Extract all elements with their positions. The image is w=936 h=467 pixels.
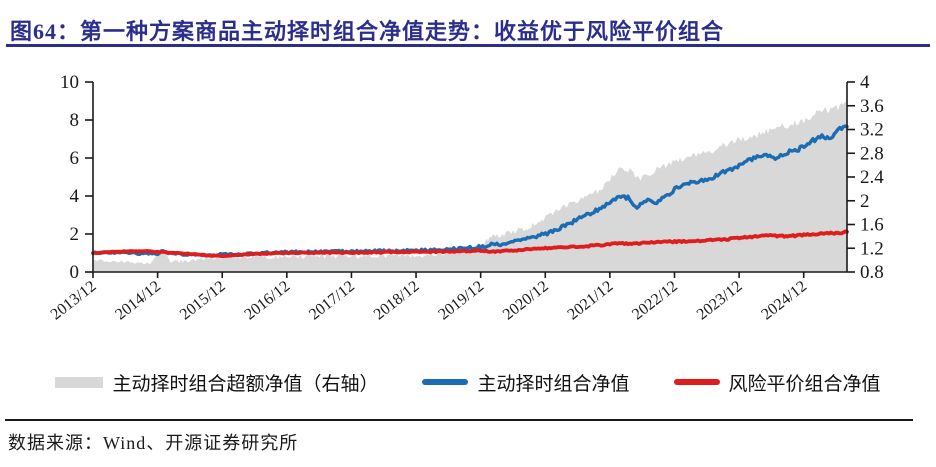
x-tick-label: 2018/12 [371,278,423,324]
left-tick-label: 4 [70,186,80,207]
excess-area-series [93,101,847,272]
x-tick-label: 2022/12 [629,278,681,324]
right-tick-label: 2.8 [860,143,884,164]
chart-area: 0 2 4 6 8 10 0.8 1.2 1.6 2 2.4 2.8 3.2 3.6 4 2013/12 201… [0,50,936,362]
right-tick-label: 0.8 [860,262,884,283]
x-tick-label: 2016/12 [241,278,293,324]
x-tick-label: 2013/12 [48,278,100,324]
figure-title: 图64：第一种方案商品主动择时组合净值走势：收益优于风险平价组合 [10,19,725,44]
excess-area-swatch-icon [55,376,104,388]
left-tick-label: 2 [70,224,80,245]
x-tick-label: 2019/12 [435,278,487,324]
risk-parity-line-series [91,229,849,259]
right-tick-label: 2.4 [860,167,884,188]
x-tick-label: 2014/12 [112,278,164,324]
x-tick-label: 2024/12 [758,278,810,324]
net-value-chart: 0 2 4 6 8 10 0.8 1.21.6 2 2.4 2.83.2 3.6 4 2013/12 201… [48,72,885,324]
right-tick-label: 3.6 [860,96,884,117]
x-tick-label: 2021/12 [565,278,617,324]
data-source: 数据来源：Wind、开源证券研究所 [8,433,299,453]
legend-label: 主动择时组合超额净值（右轴） [112,373,379,395]
left-tick-label: 10 [60,72,79,93]
active-line-swatch-icon [422,379,469,385]
source-divider [5,419,913,421]
right-tick-label: 1.2 [860,238,884,259]
x-tick-label: 2020/12 [500,278,552,324]
legend-item-excess: 主动择时组合超额净值（右轴） [55,369,378,396]
legend-item-active: 主动择时组合净值 [422,369,630,396]
title-rule [6,44,930,47]
x-tick-label: 2023/12 [694,278,746,324]
chart-legend: 主动择时组合超额净值（右轴） 主动择时组合净值 风险平价组合净值 [0,366,936,398]
x-tick-label: 2015/12 [177,278,229,324]
right-tick-label: 1.6 [860,215,884,236]
left-tick-label: 6 [70,148,80,169]
right-tick-label: 2 [860,191,870,212]
legend-item-risk-parity: 风险平价组合净值 [673,369,881,396]
left-tick-label: 0 [70,262,80,283]
left-tick-label: 8 [70,110,80,131]
legend-label: 主动择时组合净值 [477,373,630,395]
risk-parity-swatch-icon [673,379,720,385]
right-tick-label: 3.2 [860,120,884,141]
legend-label: 风险平价组合净值 [728,373,881,395]
right-tick-label: 4 [860,72,870,93]
x-tick-label: 2017/12 [306,278,358,324]
